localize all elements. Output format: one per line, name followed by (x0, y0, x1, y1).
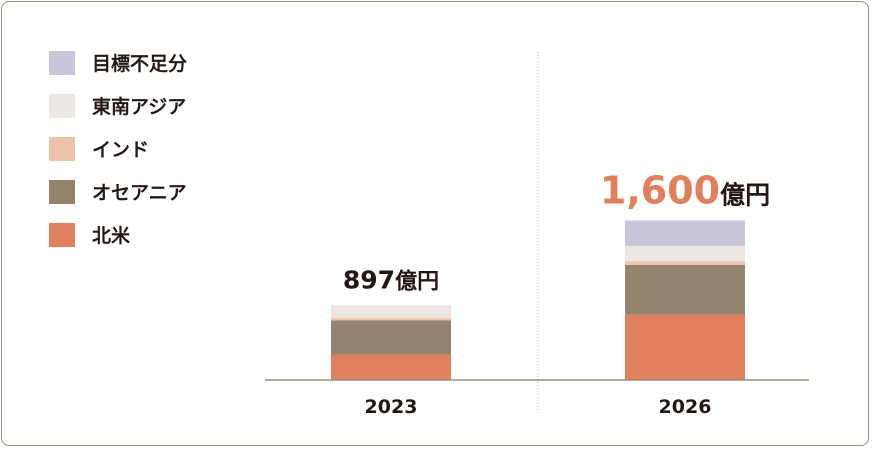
total-unit: 億円 (720, 180, 770, 209)
bar-stack-2023 (331, 305, 451, 380)
bar-segment (625, 264, 745, 315)
legend-swatch (49, 94, 75, 118)
total-number: 1,600 (600, 168, 720, 212)
legend-label: オセアニア (92, 182, 187, 204)
bar-segment (331, 354, 451, 380)
tick-label: 2026 (659, 396, 712, 418)
bar-stack-2026 (625, 220, 745, 380)
legend-label: 北米 (92, 224, 131, 247)
legend-label: 東南アジア (92, 95, 186, 118)
bar-segment (625, 220, 745, 246)
bars (331, 220, 745, 380)
total-unit: 億円 (395, 268, 439, 294)
legend-label: インド (92, 139, 149, 161)
bar-segment (331, 318, 451, 321)
bar-segment (331, 320, 451, 355)
legend-swatch (49, 51, 75, 75)
total-label: 1,600億円 (600, 168, 770, 212)
legend-item: 目標不足分 (49, 51, 187, 75)
bar-segment (331, 305, 451, 319)
legend-item: オセアニア (49, 180, 187, 204)
bar-segment (625, 245, 745, 262)
legend-item: インド (49, 137, 149, 161)
x-axis-ticks: 2023 2026 (365, 396, 712, 418)
legend-swatch (49, 137, 75, 161)
legend-item: 東南アジア (49, 94, 186, 118)
legend-swatch (49, 223, 75, 247)
legend-item: 北米 (49, 223, 131, 247)
legend-swatch (49, 180, 75, 204)
bar-segment (625, 314, 745, 380)
total-number: 897 (343, 265, 395, 294)
tick-label: 2023 (365, 396, 418, 418)
legend-label: 目標不足分 (92, 52, 187, 75)
bar-segment (625, 261, 745, 265)
total-label: 897億円 (343, 265, 439, 294)
